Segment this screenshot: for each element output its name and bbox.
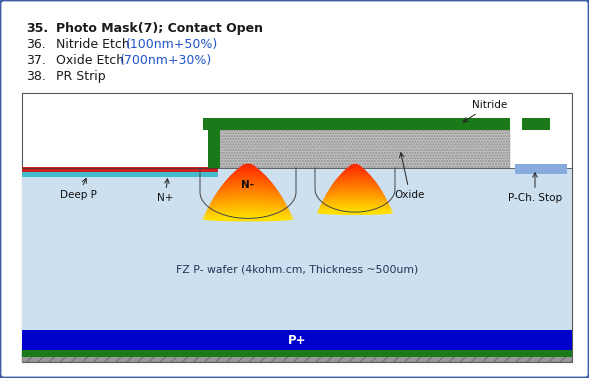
Ellipse shape — [333, 178, 378, 191]
Ellipse shape — [225, 175, 271, 190]
Ellipse shape — [320, 201, 389, 208]
Ellipse shape — [344, 166, 366, 182]
Ellipse shape — [320, 203, 390, 209]
Ellipse shape — [215, 189, 281, 201]
Text: 36.: 36. — [26, 38, 46, 51]
Ellipse shape — [210, 198, 286, 208]
Text: (700nm+30%): (700nm+30%) — [120, 54, 212, 67]
Ellipse shape — [340, 169, 370, 184]
Ellipse shape — [330, 181, 379, 194]
Ellipse shape — [317, 211, 393, 215]
Text: FZ P- wafer (4kohm.cm, Thickness ~500um): FZ P- wafer (4kohm.cm, Thickness ~500um) — [176, 264, 418, 274]
Ellipse shape — [206, 208, 290, 215]
Ellipse shape — [319, 204, 391, 210]
Ellipse shape — [204, 211, 292, 217]
Ellipse shape — [323, 195, 386, 203]
Ellipse shape — [329, 183, 380, 195]
Ellipse shape — [326, 190, 384, 200]
Ellipse shape — [325, 193, 386, 202]
Ellipse shape — [224, 177, 272, 192]
Ellipse shape — [233, 167, 263, 185]
Text: (100nm+50%): (100nm+50%) — [126, 38, 219, 51]
Ellipse shape — [216, 187, 280, 200]
Text: Oxide: Oxide — [395, 153, 425, 200]
Ellipse shape — [335, 175, 375, 189]
Ellipse shape — [211, 197, 284, 206]
Ellipse shape — [219, 184, 277, 197]
Ellipse shape — [235, 166, 261, 183]
Ellipse shape — [336, 174, 374, 187]
Ellipse shape — [202, 217, 294, 222]
Bar — [218, 118, 510, 130]
Ellipse shape — [318, 208, 392, 213]
Ellipse shape — [208, 204, 289, 212]
Ellipse shape — [203, 215, 293, 220]
Ellipse shape — [238, 164, 258, 182]
Text: 37.: 37. — [26, 54, 46, 67]
Ellipse shape — [317, 209, 393, 214]
Ellipse shape — [205, 209, 291, 216]
Ellipse shape — [221, 180, 275, 194]
Ellipse shape — [214, 191, 282, 202]
Text: Nitride: Nitride — [464, 100, 508, 122]
Ellipse shape — [213, 193, 283, 204]
Ellipse shape — [212, 195, 284, 205]
Text: 35.: 35. — [26, 22, 48, 35]
Ellipse shape — [327, 188, 383, 198]
Ellipse shape — [322, 198, 388, 206]
Bar — [22, 350, 572, 357]
Text: 38.: 38. — [26, 70, 46, 83]
Bar — [218, 130, 510, 168]
Bar — [522, 118, 550, 130]
Ellipse shape — [319, 206, 391, 211]
Ellipse shape — [333, 177, 376, 190]
Ellipse shape — [322, 199, 389, 207]
Ellipse shape — [229, 171, 267, 187]
Ellipse shape — [230, 169, 266, 186]
Text: Oxide Etch: Oxide Etch — [56, 54, 128, 67]
Ellipse shape — [329, 185, 382, 196]
Ellipse shape — [342, 167, 368, 183]
Bar — [22, 167, 218, 172]
Ellipse shape — [346, 164, 363, 181]
Ellipse shape — [207, 206, 289, 213]
Ellipse shape — [339, 170, 371, 185]
Ellipse shape — [325, 191, 385, 201]
Ellipse shape — [227, 173, 269, 189]
Ellipse shape — [327, 186, 382, 197]
Ellipse shape — [323, 196, 387, 204]
Bar — [22, 93, 572, 362]
Bar — [22, 168, 572, 330]
Text: N-: N- — [241, 180, 254, 190]
Bar — [203, 118, 220, 130]
Ellipse shape — [337, 172, 373, 186]
Ellipse shape — [204, 213, 293, 219]
Text: P+: P+ — [288, 333, 306, 347]
Ellipse shape — [209, 202, 287, 211]
Ellipse shape — [220, 182, 276, 195]
Ellipse shape — [332, 180, 379, 192]
Bar — [22, 330, 572, 350]
Bar — [22, 350, 572, 362]
Ellipse shape — [210, 200, 287, 209]
Text: PR Strip: PR Strip — [56, 70, 105, 83]
Ellipse shape — [217, 186, 279, 198]
Text: Nitride Etch: Nitride Etch — [56, 38, 134, 51]
Text: Deep P: Deep P — [59, 178, 97, 200]
Bar — [515, 164, 567, 174]
Text: P-Ch. Stop: P-Ch. Stop — [508, 173, 562, 203]
Text: N+: N+ — [157, 179, 173, 203]
Bar — [22, 172, 218, 177]
Ellipse shape — [222, 178, 274, 193]
Text: Photo Mask(7); Contact Open: Photo Mask(7); Contact Open — [56, 22, 263, 35]
Bar — [208, 118, 220, 168]
